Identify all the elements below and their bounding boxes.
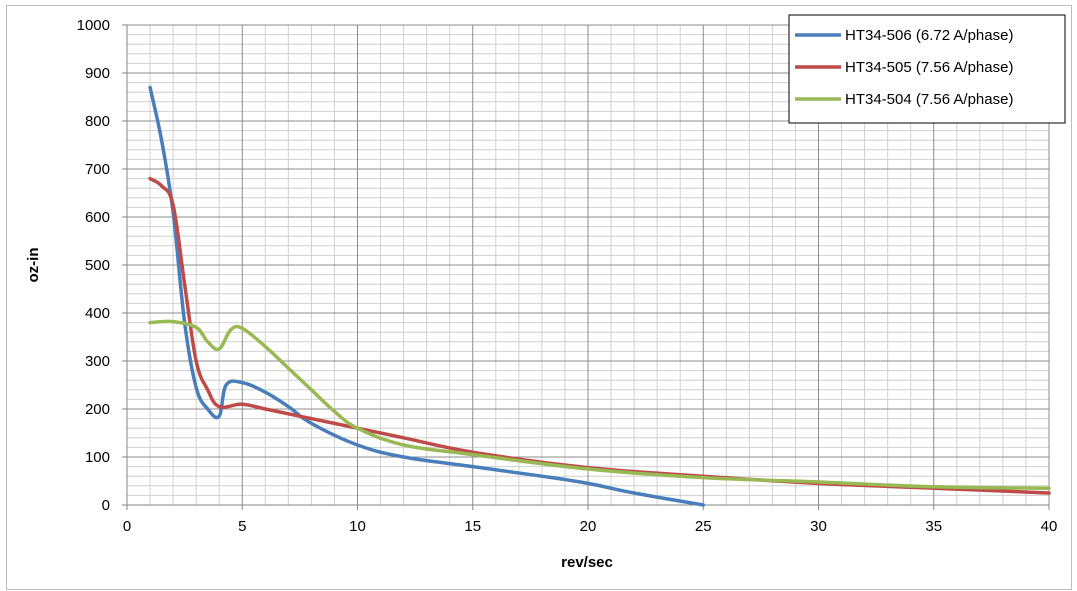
- legend: HT34-506 (6.72 A/phase) HT34-505 (7.56 A/…: [788, 14, 1066, 124]
- y-tick-label: 1000: [77, 17, 110, 34]
- y-tick-label: 900: [85, 65, 110, 82]
- legend-entry-label: HT34-506 (6.72 A/phase): [845, 27, 1013, 44]
- y-axis-label: oz-in: [25, 248, 42, 283]
- y-tick-label: 700: [85, 161, 110, 178]
- x-tick-labels: 0 5 10 15 20 25 30 35 40: [123, 518, 1058, 535]
- x-tick-label: 0: [123, 518, 131, 535]
- series-line-3: [148, 319, 1051, 490]
- y-tick-label: 400: [85, 305, 110, 322]
- legend-box: [788, 14, 1066, 124]
- y-tick-label: 500: [85, 257, 110, 274]
- y-tick-label: 0: [102, 497, 110, 514]
- x-tick-label: 30: [810, 518, 827, 535]
- y-tick-label: 300: [85, 353, 110, 370]
- legend-entry-label: HT34-505 (7.56 A/phase): [845, 59, 1013, 76]
- series-line-1: [148, 85, 705, 507]
- x-tick-label: 20: [580, 518, 597, 535]
- x-tick-label: 40: [1041, 518, 1058, 535]
- x-tick-label: 35: [925, 518, 942, 535]
- x-axis-label: rev/sec: [561, 554, 613, 571]
- y-tick-label: 800: [85, 113, 110, 130]
- y-tick-label: 200: [85, 401, 110, 418]
- x-tick-label: 25: [695, 518, 712, 535]
- x-tick-label: 5: [238, 518, 246, 535]
- series-lines: [148, 85, 1051, 507]
- x-tick-label: 10: [349, 518, 366, 535]
- y-tick-labels: 0 100 200 300 400 500 600 700 800 900 1000: [77, 17, 110, 514]
- legend-entry-label: HT34-504 (7.56 A/phase): [845, 91, 1013, 108]
- series-line-2: [148, 176, 1051, 495]
- y-tick-label: 100: [85, 449, 110, 466]
- x-tick-label: 15: [464, 518, 481, 535]
- axes: [122, 24, 1050, 510]
- y-tick-label: 600: [85, 209, 110, 226]
